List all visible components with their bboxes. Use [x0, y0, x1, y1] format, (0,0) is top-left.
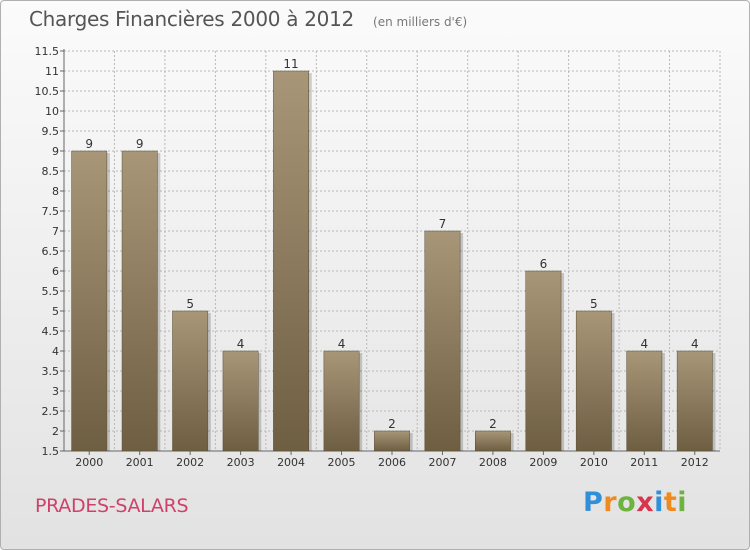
y-tick-label: 5.5 [42, 285, 60, 298]
x-tick-label: 2003 [227, 456, 255, 469]
brand-letter: i [677, 487, 688, 518]
x-tick-label: 2005 [328, 456, 356, 469]
x-tick-label: 2012 [681, 456, 709, 469]
bar[interactable] [323, 350, 360, 452]
bar-value-label: 4 [640, 337, 648, 351]
x-tick-label: 2000 [75, 456, 103, 469]
bar[interactable] [676, 350, 713, 452]
x-tick-label: 2002 [176, 456, 204, 469]
brand-letter: x [636, 487, 655, 518]
bar-value-label: 9 [85, 137, 93, 151]
grid-lines [63, 50, 721, 452]
bar-value-label: 4 [237, 337, 245, 351]
bar[interactable] [525, 270, 562, 452]
y-tick-label: 5 [52, 305, 59, 318]
bar-value-label: 5 [590, 297, 598, 311]
y-tick-label: 10 [45, 105, 59, 118]
y-tick-label: 3 [52, 385, 59, 398]
bar[interactable] [475, 430, 511, 452]
bar-value-label: 4 [338, 337, 346, 351]
brand-logo[interactable]: Proxiti [583, 487, 687, 518]
x-tick-label: 2011 [630, 456, 658, 469]
y-tick-label: 1.5 [42, 445, 60, 458]
bar[interactable] [273, 70, 309, 452]
y-tick-label: 7 [52, 225, 59, 238]
y-tick-label: 8 [52, 185, 59, 198]
brand-letter: t [663, 487, 678, 518]
bar[interactable] [222, 350, 259, 452]
bar-value-label: 6 [540, 257, 548, 271]
title-line: Charges Financières 2000 à 2012 (en mill… [29, 7, 467, 31]
bar[interactable] [121, 150, 158, 452]
y-tick-label: 11 [45, 65, 59, 78]
y-tick-label: 8.5 [42, 165, 60, 178]
bar-value-label: 7 [439, 217, 447, 231]
y-tick-label: 6.5 [42, 245, 60, 258]
x-tick-label: 2010 [580, 456, 608, 469]
bar[interactable] [626, 350, 663, 452]
x-tick-label: 2001 [126, 456, 154, 469]
brand-letter: r [603, 487, 618, 518]
y-tick-label: 4 [52, 345, 59, 358]
chart-title: Charges Financières 2000 à 2012 [29, 7, 354, 31]
x-tick-label: 2008 [479, 456, 507, 469]
bar[interactable] [172, 310, 209, 452]
bar[interactable] [71, 150, 108, 452]
y-tick-label: 3.5 [42, 365, 60, 378]
bar-value-label: 11 [283, 57, 298, 71]
bar-value-label: 2 [489, 417, 497, 431]
y-tick-label: 7.5 [42, 205, 60, 218]
bar[interactable] [424, 230, 461, 452]
chart-subtitle: (en milliers d'€) [373, 15, 468, 29]
y-tick-label: 2.5 [42, 405, 60, 418]
bar-value-label: 9 [136, 137, 144, 151]
brand-letter: i [654, 487, 664, 518]
bar-value-label: 5 [186, 297, 194, 311]
brand-letter: P [583, 487, 604, 518]
y-tick-label: 6 [52, 265, 59, 278]
y-tick-label: 11.5 [35, 45, 60, 58]
commune-name: PRADES-SALARS [35, 495, 189, 517]
x-tick-label: 2004 [277, 456, 305, 469]
y-tick-label: 9 [52, 145, 59, 158]
x-tick-label: 2009 [529, 456, 557, 469]
bar[interactable] [374, 430, 410, 452]
y-tick-label: 2 [52, 425, 59, 438]
x-tick-label: 2007 [428, 456, 456, 469]
y-tick-label: 4.5 [42, 325, 60, 338]
labels: 1.5 2 2.5 3 3.5 4 4.5 5 5.5 6 6.5 7 7.5 8 8.5 9 9.5 10 10.… [35, 45, 709, 469]
bar-value-label: 2 [388, 417, 396, 431]
brand-letter: o [617, 487, 637, 518]
x-tick-label: 2006 [378, 456, 406, 469]
bar[interactable] [575, 310, 612, 452]
bars [71, 70, 716, 452]
bar-value-label: 4 [691, 337, 699, 351]
y-tick-label: 9.5 [42, 125, 60, 138]
y-tick-label: 10.5 [35, 85, 60, 98]
